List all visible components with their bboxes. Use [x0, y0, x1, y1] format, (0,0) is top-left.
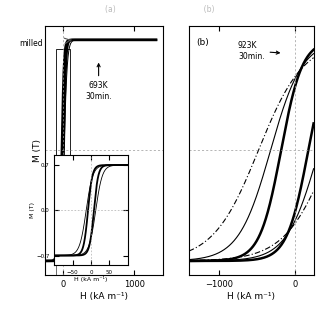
Text: (a)                                     (b): (a) (b) [105, 5, 215, 14]
Text: 923K
30min.: 923K 30min. [238, 41, 279, 60]
Y-axis label: M (T): M (T) [33, 139, 42, 162]
X-axis label: H (kA m⁻¹): H (kA m⁻¹) [227, 292, 275, 301]
Text: 693K
30min.: 693K 30min. [85, 64, 112, 101]
Text: milled: milled [19, 39, 43, 48]
Text: (b): (b) [196, 38, 209, 47]
X-axis label: H (kA m⁻¹): H (kA m⁻¹) [80, 292, 128, 301]
